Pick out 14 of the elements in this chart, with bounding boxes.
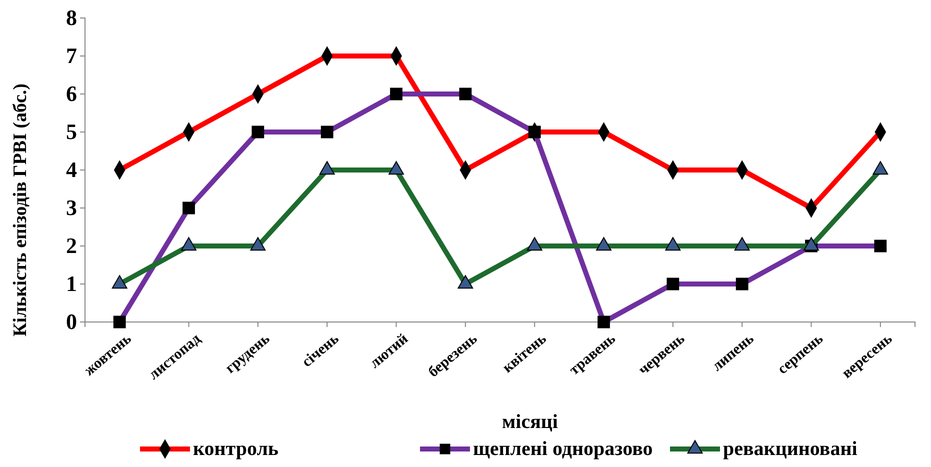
y-tick-label: 8 (66, 5, 77, 30)
y-tick-label: 6 (66, 81, 77, 106)
y-tick-label: 2 (66, 233, 77, 258)
legend-label: контроль (193, 438, 279, 460)
legend-label: щеплені одноразово (473, 438, 653, 460)
y-tick-label: 4 (66, 157, 77, 182)
y-tick-label: 0 (66, 309, 77, 334)
y-tick-label: 7 (66, 43, 77, 68)
legend-label: ревакциновані (723, 438, 858, 460)
y-tick-label: 5 (66, 119, 77, 144)
y-tick-label: 1 (66, 271, 77, 296)
y-axis-title: Кількість епізодів ГРВІ (абс.) (10, 84, 31, 336)
x-axis-title: місяці (502, 411, 558, 433)
y-tick-label: 3 (66, 195, 77, 220)
